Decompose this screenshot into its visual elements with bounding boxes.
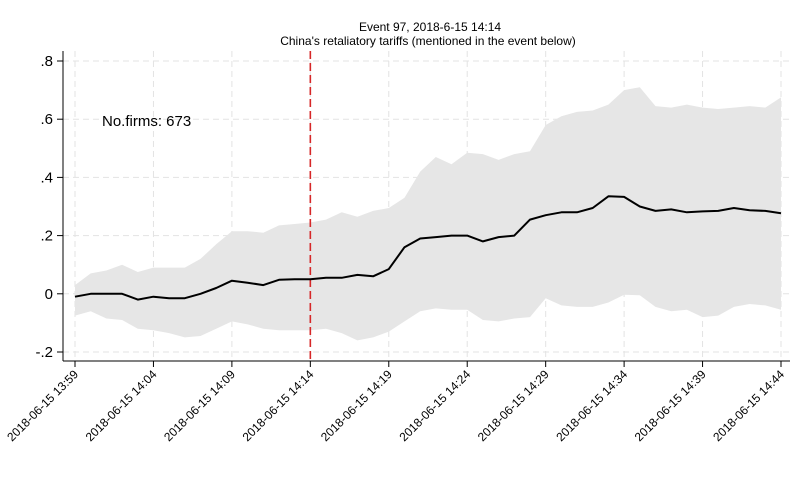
chart-title: Event 97, 2018-6-15 14:14 bbox=[359, 20, 501, 34]
y-tick-label: .2 bbox=[40, 228, 53, 245]
y-tick-label: -.2 bbox=[35, 344, 53, 361]
confidence-band bbox=[75, 87, 781, 341]
y-tick-label: 0 bbox=[45, 286, 53, 303]
confidence-band-layer bbox=[75, 87, 781, 341]
y-tick-label: .4 bbox=[40, 169, 53, 186]
y-tick-label: .6 bbox=[40, 111, 53, 128]
firm-count-annotation: No.firms: 673 bbox=[102, 113, 191, 130]
series-line-layer bbox=[74, 195, 782, 301]
y-tick-label: .8 bbox=[40, 53, 53, 70]
series-line bbox=[74, 195, 782, 301]
chart-subtitle: China's retaliatory tariffs (mentioned i… bbox=[280, 34, 576, 48]
